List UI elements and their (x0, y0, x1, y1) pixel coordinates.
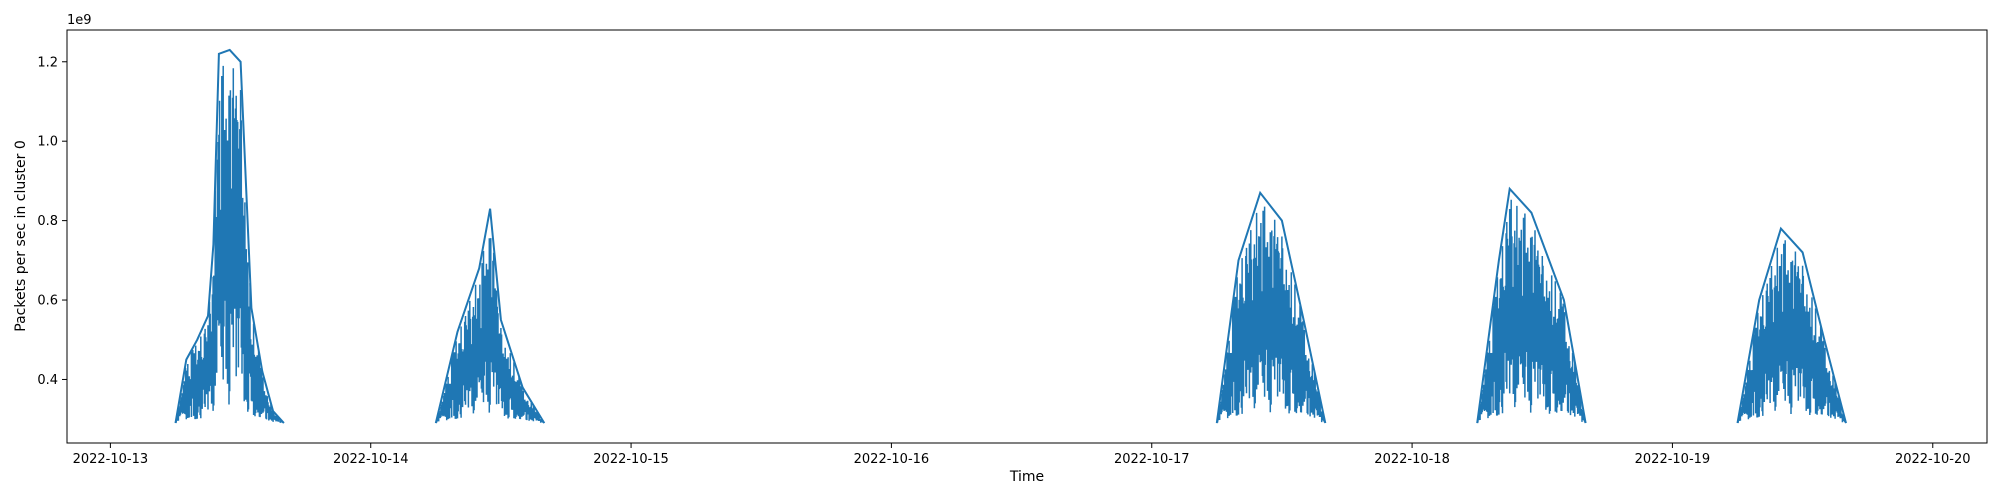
plot-content (174, 48, 1847, 424)
x-tick-label: 2022-10-15 (593, 452, 669, 467)
y-tick-label: 0.4 (37, 373, 58, 388)
x-tick-label: 2022-10-18 (1374, 452, 1450, 467)
y-axis-label: Packets per sec in cluster 0 (13, 140, 29, 332)
x-axis-label: Time (1009, 469, 1044, 485)
x-tick-label: 2022-10-16 (854, 452, 930, 467)
series-line (1215, 190, 1327, 424)
y-tick-label: 0.8 (37, 214, 58, 229)
y-tick-label: 0.6 (37, 294, 58, 309)
y-offset-label: 1e9 (67, 13, 92, 28)
x-axis: 2022-10-13 2022-10-14 2022-10-15 2022-10-16… (73, 443, 1971, 467)
x-tick-label: 2022-10-20 (1895, 452, 1971, 467)
x-tick-label: 2022-10-17 (1114, 452, 1190, 467)
series-variance-band (1737, 240, 1847, 423)
series-line (1476, 186, 1587, 424)
series-line (174, 48, 285, 424)
series-variance-band (175, 65, 284, 423)
series-variance-band (1216, 206, 1326, 423)
y-axis: 0.4 0.6 0.8 1.0 1.2 (37, 55, 67, 388)
series-variance-band (1477, 199, 1586, 423)
y-tick-label: 1.0 (37, 135, 58, 150)
series-variance-band (435, 238, 545, 423)
x-tick-label: 2022-10-14 (333, 452, 409, 467)
x-tick-label: 2022-10-19 (1635, 452, 1711, 467)
plot-frame (66, 29, 1988, 444)
y-tick-label: 1.2 (37, 55, 58, 70)
series-line (1736, 226, 1847, 424)
x-tick-label: 2022-10-13 (73, 452, 149, 467)
